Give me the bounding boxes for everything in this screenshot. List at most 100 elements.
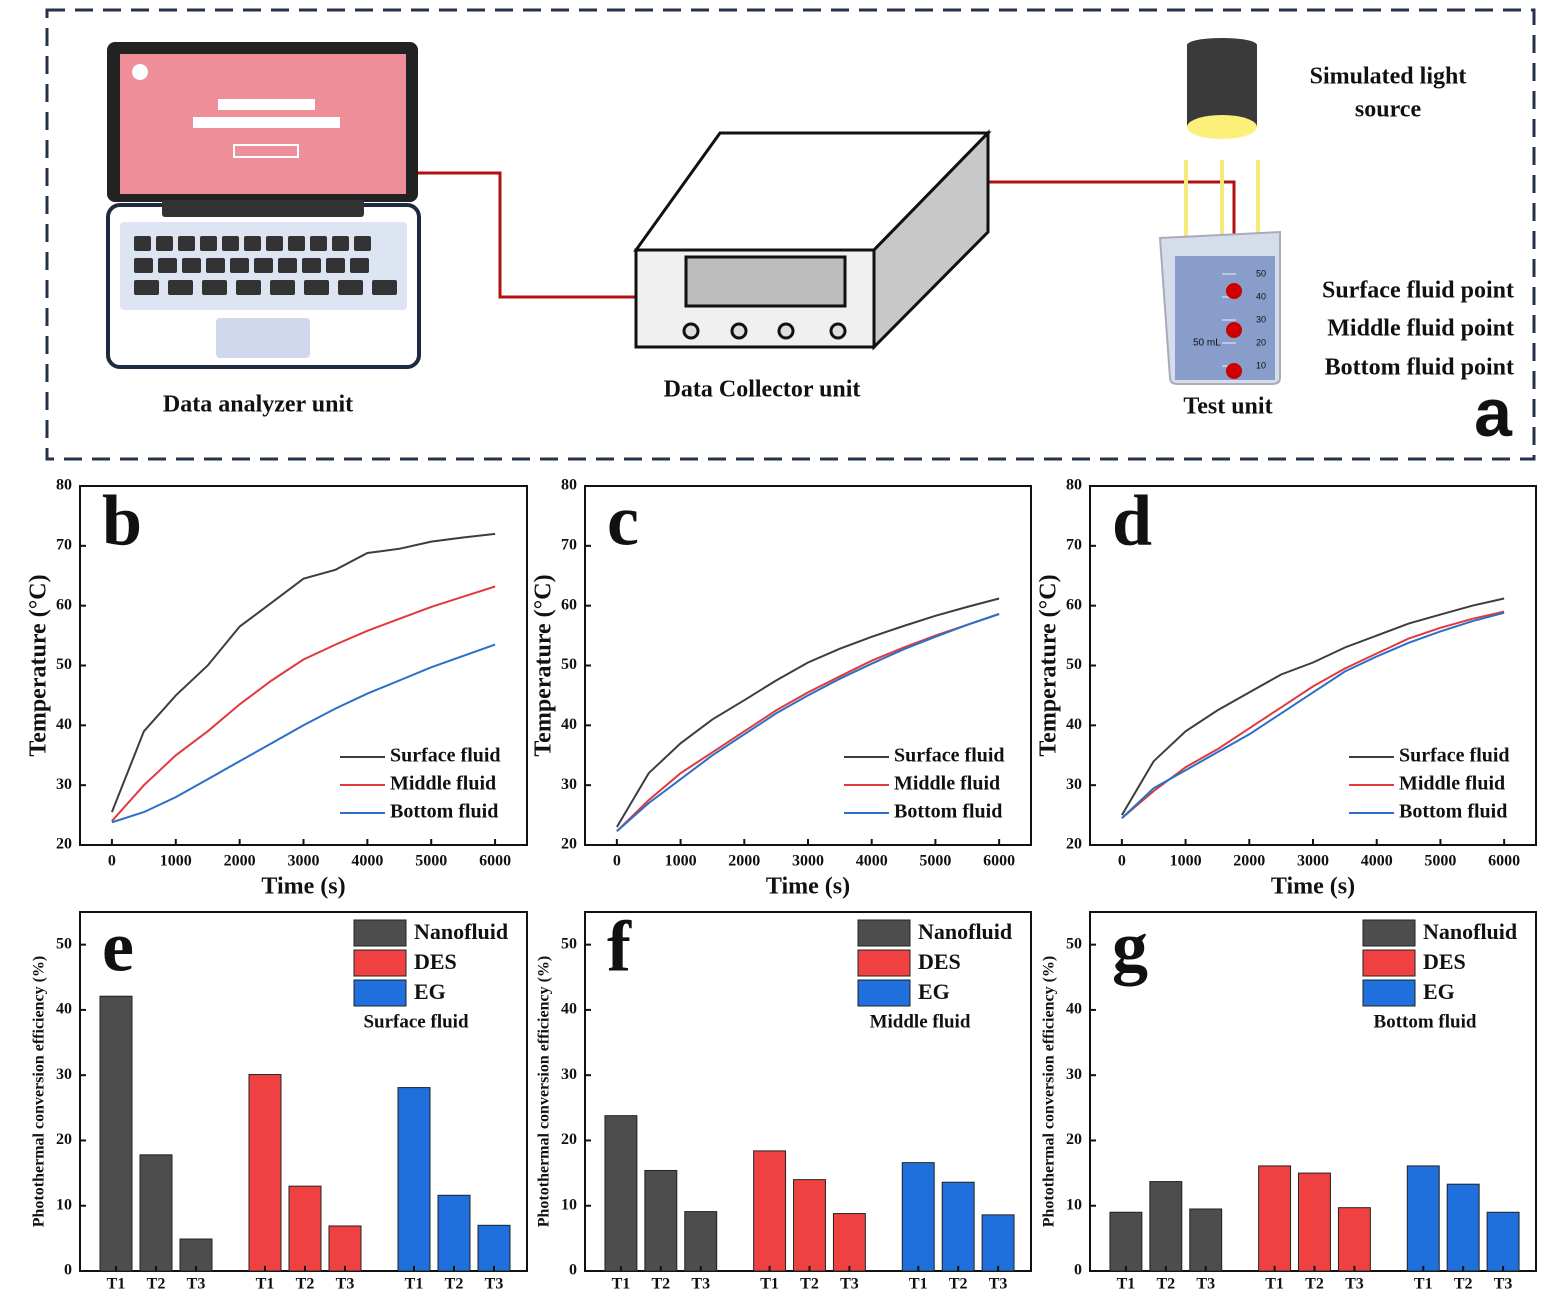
key [134, 280, 159, 295]
y-axis-title: Photothermal conversion efficiency (%) [536, 956, 553, 1227]
legend-swatch [1362, 979, 1416, 1007]
lamp-body [1187, 45, 1257, 127]
panel-border [45, 8, 1536, 461]
beaker-mark: 30 [1256, 314, 1266, 324]
x-tick-label: 0 [613, 853, 621, 870]
legend-swatch [857, 979, 911, 1007]
x-tick-label: 4000 [1361, 853, 1393, 870]
key [168, 280, 193, 295]
laptop-label: Data analyzer unit [163, 392, 353, 418]
y-tick-label: 30 [56, 1066, 72, 1083]
x-tick-label: T3 [989, 1276, 1008, 1293]
key [222, 236, 239, 251]
y-tick-label: 80 [1066, 477, 1082, 494]
legend-swatch [1362, 949, 1416, 977]
bar [981, 1214, 1015, 1272]
x-tick-label: 1000 [160, 853, 192, 870]
y-tick-label: 20 [561, 836, 577, 853]
y-tick-label: 50 [561, 656, 577, 673]
panel-label: c [607, 481, 639, 561]
key [182, 258, 201, 273]
key [178, 236, 195, 251]
bar [644, 1169, 678, 1272]
key [326, 258, 345, 273]
x-tick-label: T2 [800, 1276, 819, 1293]
legend-label: Surface fluid [1399, 745, 1510, 767]
bar [477, 1224, 511, 1272]
key [236, 280, 261, 295]
key [332, 236, 349, 251]
legend-label: Bottom fluid [390, 801, 498, 823]
y-tick-label: 30 [56, 776, 72, 793]
y-tick-label: 40 [56, 1001, 72, 1018]
panel-label: f [607, 907, 632, 987]
series-line [1121, 610, 1505, 819]
x-tick-label: 3000 [792, 853, 824, 870]
knob [829, 322, 847, 340]
annotation: Surface fluid [363, 1011, 468, 1032]
x-tick-label: 0 [1118, 853, 1126, 870]
bottom-point [1226, 363, 1242, 379]
legend-label: Middle fluid [894, 773, 1000, 795]
key [310, 236, 327, 251]
bar-chart: 0 10 20 30 40 50 g Photothermal conversion effi… [1041, 907, 1537, 1293]
x-tick-label: T1 [1414, 1276, 1433, 1293]
x-tick-label: 5000 [415, 853, 447, 870]
y-tick-label: 60 [561, 596, 577, 613]
line-chart: 20 30 40 50 60 70 80 c Temperature (°C) 0 1000 2000… [531, 477, 1032, 900]
x-tick-label: 0 [108, 853, 116, 870]
key [158, 258, 177, 273]
key [304, 280, 329, 295]
x-tick-label: 1000 [665, 853, 697, 870]
y-tick-label: 40 [1066, 716, 1082, 733]
bar [99, 995, 133, 1272]
x-tick-label: 4000 [856, 853, 888, 870]
x-tick-label: 5000 [1424, 853, 1456, 870]
bar [328, 1225, 362, 1272]
beaker-mark: 50 [1256, 268, 1266, 278]
x-tick-label: T1 [1265, 1276, 1284, 1293]
x-tick-label: T3 [840, 1276, 859, 1293]
y-tick-label: 70 [56, 537, 72, 554]
beaker-volume: 50 mL [1193, 338, 1221, 349]
x-axis-title: Time (s) [261, 874, 345, 900]
x-tick-label: T1 [405, 1276, 424, 1293]
x-tick-label: T3 [485, 1276, 504, 1293]
x-tick-label: T1 [107, 1276, 126, 1293]
bar [1406, 1165, 1440, 1272]
y-tick-label: 50 [561, 935, 577, 952]
y-axis-title: Temperature (°C) [26, 574, 52, 756]
legend-swatch [1362, 919, 1416, 947]
y-tick-label: 30 [1066, 1066, 1082, 1083]
bar [437, 1194, 471, 1272]
y-tick-label: 10 [561, 1196, 577, 1213]
key [134, 258, 153, 273]
legend-label: Middle fluid [390, 773, 496, 795]
y-axis-title: Temperature (°C) [1036, 574, 1062, 756]
middle-point [1226, 322, 1242, 338]
y-tick-label: 60 [56, 596, 72, 613]
line-chart: 20 30 40 50 60 70 80 b Temperature (°C) 0 1000 2000… [26, 477, 528, 900]
test-label: Test unit [1183, 394, 1272, 420]
beaker-marks: 50 40 30 20 10 [1222, 268, 1266, 370]
y-axis-title: Photothermal conversion efficiency (%) [1041, 956, 1058, 1227]
key [338, 280, 363, 295]
point-label: Surface fluid point [1322, 278, 1514, 304]
key [354, 236, 371, 251]
y-tick-label: 60 [1066, 596, 1082, 613]
key [206, 258, 225, 273]
bar [1149, 1181, 1183, 1272]
icon [132, 64, 148, 80]
bar [1109, 1211, 1143, 1272]
bar [397, 1087, 431, 1272]
bar-chart: 0 10 20 30 40 50 f Photothermal conversion effi… [536, 907, 1032, 1293]
x-tick-label: 4000 [351, 853, 383, 870]
x-tick-label: 1000 [1170, 853, 1202, 870]
box-display [684, 255, 847, 308]
x-tick-label: T3 [336, 1276, 355, 1293]
line-chart: 20 30 40 50 60 70 80 d Temperature (°C) 0 1000 2000… [1036, 477, 1537, 900]
x-tick-label: 6000 [983, 853, 1015, 870]
lamp-top [1187, 38, 1257, 52]
ui-bar [193, 117, 340, 128]
